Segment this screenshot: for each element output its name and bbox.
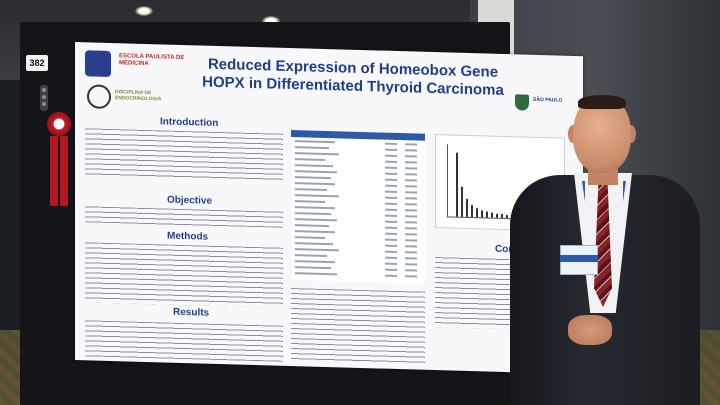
ribbon-rosette [47, 112, 71, 136]
chart-bar [491, 212, 493, 218]
chart-bar [466, 198, 468, 217]
poster-title: Reduced Expression of Homeobox Gene HOPX… [202, 55, 504, 99]
methods-heading: Methods [167, 230, 209, 243]
presenter [510, 95, 700, 405]
ribbon-tails [50, 136, 71, 206]
department-logo: DISCIPLINA DE ENDOCRINOLOGIA [115, 89, 162, 103]
ceiling-light [262, 16, 280, 26]
poster-header: ESCOLA PAULISTA DE MEDICINA DISCIPLINA D… [75, 42, 583, 126]
methods-text [85, 242, 283, 308]
hair [578, 95, 626, 109]
clasped-hands [568, 315, 612, 345]
university-logo [85, 50, 111, 78]
chart-bar [471, 205, 473, 218]
chart-bar [501, 213, 503, 218]
badge-strip [560, 255, 598, 262]
results-text [85, 320, 283, 362]
objective-heading: Objective [167, 194, 213, 207]
objective-text [85, 206, 283, 228]
research-poster: ESCOLA PAULISTA DE MEDICINA DISCIPLINA D… [75, 42, 583, 375]
chart-bar [476, 208, 478, 218]
chart-bar [461, 186, 463, 217]
school-logo: ESCOLA PAULISTA DE MEDICINA [119, 53, 185, 68]
chart-bar [496, 213, 498, 218]
chart-bar [506, 215, 508, 219]
chart-bar [486, 211, 488, 218]
chart-bar [456, 152, 458, 217]
results-heading: Results [173, 306, 210, 319]
push-pins [40, 85, 48, 111]
necktie [594, 181, 612, 307]
board-number: 382 [26, 55, 48, 71]
award-ribbon [47, 112, 71, 206]
ceiling-light [135, 6, 153, 16]
introduction-heading: Introduction [160, 116, 219, 130]
right-ear [626, 125, 636, 143]
spiral-logo [87, 84, 111, 110]
chart-bar [481, 210, 483, 218]
discussion-text [291, 288, 425, 364]
introduction-text [85, 128, 283, 182]
